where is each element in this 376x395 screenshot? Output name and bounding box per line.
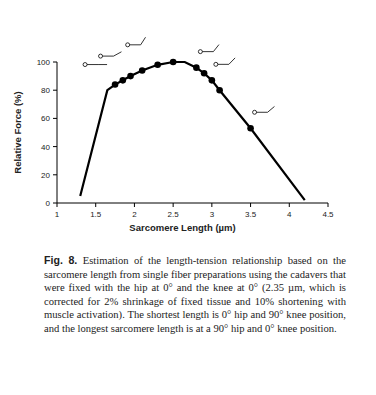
y-tick [53,174,57,175]
y-axis [57,62,58,203]
y-tick [53,203,57,204]
icon-hip [214,62,218,66]
y-tick [53,146,57,147]
point [127,73,134,80]
x-tick [134,203,135,207]
x-tick-label: 4 [287,210,292,219]
icon-thigh [103,56,114,57]
icon-hip [99,54,103,58]
x-tick [250,203,251,207]
icon-thigh [87,64,98,65]
x-axis-label: Sarcomere Length (µm) [129,222,235,233]
position-icons [83,37,274,114]
y-tick-label: 0 [46,199,51,208]
chart: 0 20 40 60 80 100 1 1.5 2 2.5 3 3.5 4 4.5 Sarcomere Le… [0,0,376,250]
x-tick-label: 1.5 [90,210,102,219]
icon-shank [229,58,235,64]
caption: Fig. 8. Estimation of the length-tension… [44,254,346,336]
icon-thigh [130,44,141,45]
caption-label: Fig. 8. [44,254,77,266]
icon-thigh [218,64,229,65]
point [201,70,208,77]
x-tick-label: 4.5 [322,210,334,219]
point [170,59,177,66]
y-tick-label: 80 [41,86,50,95]
point [112,81,119,88]
x-tick [95,203,96,207]
x-tick [328,203,329,207]
point [139,67,146,74]
point [247,125,254,132]
point [120,77,127,84]
y-tick [53,118,57,119]
y-axis-label: Relative Force (%) [12,91,23,173]
icon-hip [253,110,257,114]
caption-text: Estimation of the length-tension relatio… [44,255,346,334]
x-tick [289,203,290,207]
y-tick-label: 20 [41,171,50,180]
x-axis [57,203,328,204]
x-tick-label: 2 [132,210,137,219]
point [193,64,200,71]
y-tick-label: 60 [41,114,50,123]
icon-thigh [257,112,268,113]
x-tick [57,203,58,207]
line [80,62,305,200]
y-tick-label: 40 [41,143,50,152]
icon-hip [83,63,87,67]
icon-shank [268,106,275,112]
point [216,87,223,94]
y-tick [53,62,57,63]
y-tick [53,90,57,91]
x-tick-label: 1 [55,210,60,219]
icon-shank [141,37,146,45]
icon-hip [126,43,130,47]
icon-thigh [202,51,213,52]
x-tick [173,203,174,207]
point [154,62,161,69]
x-tick-label: 3 [210,210,215,219]
x-tick-label: 3.5 [245,210,257,219]
x-tick-label: 2.5 [168,210,180,219]
y-tick-label: 100 [37,58,51,67]
icon-shank [213,45,219,52]
icon-shank [98,64,107,65]
icon-hip [198,50,202,54]
point [209,77,216,84]
icon-shank [114,52,122,56]
plot-area [80,59,305,200]
x-tick [211,203,212,207]
